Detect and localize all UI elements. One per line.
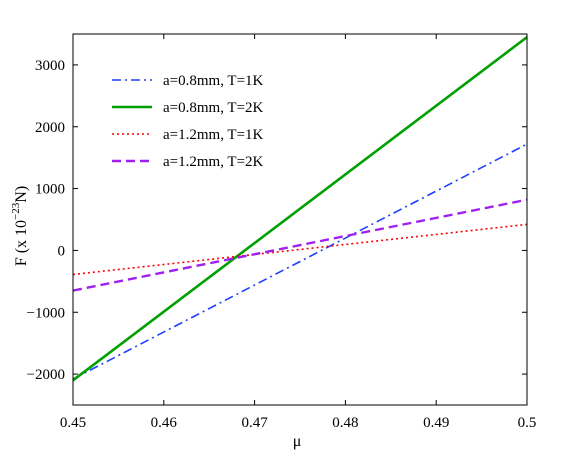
y-axis-title-exponent: −23 (10, 202, 22, 220)
series-line-1 (73, 143, 527, 380)
axes-frame (72, 33, 528, 406)
series-line-3 (73, 223, 527, 276)
y-tick-label: −2000 (27, 367, 65, 383)
series-lines (73, 36, 527, 382)
x-tick-label: 0.48 (332, 415, 358, 431)
y-axis-title: F (x 10−23N) (10, 186, 30, 266)
y-tick-label: 2000 (35, 120, 65, 136)
x-tick-label: 0.49 (423, 415, 449, 431)
legend-label-3: a=1.2mm, T=1K (163, 127, 264, 143)
plot-area (72, 33, 528, 406)
x-tick-label: 0.5 (518, 415, 537, 431)
y-tick-label: 0 (58, 243, 66, 259)
y-tick-label: 1000 (35, 182, 65, 198)
series-line-2 (73, 36, 527, 382)
x-axis-title: μ (293, 433, 302, 450)
legend-label-2: a=0.8mm, T=2K (163, 100, 264, 116)
x-tick-label: 0.45 (60, 415, 86, 431)
legend: a=0.8mm, T=1K a=0.8mm, T=2K a=1.2mm, T=1K a… (112, 73, 264, 170)
legend-label-1: a=0.8mm, T=1K (163, 73, 264, 89)
legend-label-4: a=1.2mm, T=2K (163, 154, 264, 170)
y-axis: −2000 −1000 0 1000 2000 3000 (27, 58, 527, 383)
y-tick-label: −1000 (27, 305, 65, 321)
x-tick-label: 0.47 (241, 415, 268, 431)
y-axis-title-main: F (x 10 (13, 220, 30, 266)
series-line-4 (73, 198, 527, 292)
y-tick-label: 3000 (35, 58, 65, 74)
x-axis: 0.45 0.46 0.47 0.48 0.49 0.5 (60, 34, 537, 431)
y-axis-title-suffix: N) (13, 186, 30, 203)
x-tick-label: 0.46 (151, 415, 178, 431)
